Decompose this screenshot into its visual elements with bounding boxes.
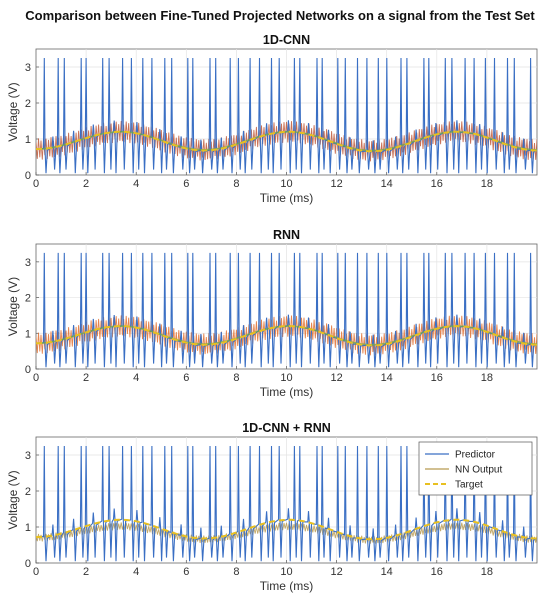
y-tick-label: 2 (25, 98, 31, 110)
series-target (36, 325, 537, 347)
series-target (36, 518, 537, 541)
x-tick-label: 8 (233, 178, 239, 190)
x-tick-label: 12 (330, 566, 342, 578)
x-tick-label: 2 (83, 372, 89, 384)
legend-label: Predictor (455, 450, 496, 461)
x-tick-label: 4 (133, 372, 139, 384)
y-tick-label: 3 (25, 62, 31, 74)
x-tick-label: 10 (280, 178, 292, 190)
x-tick-label: 8 (233, 566, 239, 578)
figure-title: Comparison between Fine-Tuned Projected … (25, 8, 535, 23)
y-axis-label: Voltage (V) (6, 82, 20, 141)
x-axis-label: Time (ms) (260, 191, 314, 205)
x-tick-label: 6 (183, 566, 189, 578)
x-tick-label: 6 (183, 372, 189, 384)
series-group (36, 445, 537, 562)
x-tick-label: 18 (481, 372, 493, 384)
x-tick-label: 18 (481, 566, 493, 578)
y-tick-label: 1 (25, 328, 31, 340)
chart-title: 1D-CNN + RNN (242, 421, 331, 435)
x-tick-label: 8 (233, 372, 239, 384)
x-axis-label: Time (ms) (260, 385, 314, 399)
y-tick-label: 1 (25, 522, 31, 534)
y-tick-label: 2 (25, 486, 31, 498)
series-target (36, 130, 537, 153)
y-tick-label: 3 (25, 450, 31, 462)
x-tick-label: 0 (33, 178, 39, 190)
y-tick-label: 0 (25, 558, 31, 570)
x-tick-label: 16 (431, 178, 443, 190)
x-tick-label: 14 (381, 566, 393, 578)
legend: Predictor NN Output Target (418, 441, 533, 496)
series-group (36, 252, 537, 368)
legend-label: NN Output (455, 465, 502, 476)
series-nn-output (36, 522, 537, 544)
y-tick-label: 0 (25, 170, 31, 182)
series-nn-output (36, 120, 537, 162)
x-tick-label: 10 (280, 372, 292, 384)
chart-title: RNN (273, 228, 300, 242)
y-tick-label: 1 (25, 134, 31, 146)
x-tick-label: 4 (133, 178, 139, 190)
y-tick-label: 0 (25, 364, 31, 376)
x-tick-label: 10 (280, 566, 292, 578)
x-tick-label: 2 (83, 566, 89, 578)
x-tick-label: 12 (330, 372, 342, 384)
x-tick-label: 18 (481, 178, 493, 190)
x-tick-label: 16 (431, 372, 443, 384)
y-axis-label: Voltage (V) (6, 470, 20, 529)
x-tick-label: 2 (83, 178, 89, 190)
series-nn-output (36, 315, 537, 356)
legend-label: Target (455, 480, 483, 491)
x-tick-label: 0 (33, 566, 39, 578)
x-tick-label: 12 (330, 178, 342, 190)
x-tick-label: 16 (431, 566, 443, 578)
x-axis-label: Time (ms) (260, 579, 314, 593)
x-tick-label: 14 (381, 178, 393, 190)
series-group (36, 57, 537, 174)
x-tick-label: 4 (133, 566, 139, 578)
y-axis-label: Voltage (V) (6, 277, 20, 336)
y-tick-label: 3 (25, 257, 31, 269)
y-tick-label: 2 (25, 293, 31, 305)
chart-title: 1D-CNN (263, 33, 310, 47)
x-tick-label: 6 (183, 178, 189, 190)
x-tick-label: 0 (33, 372, 39, 384)
x-tick-label: 14 (381, 372, 393, 384)
